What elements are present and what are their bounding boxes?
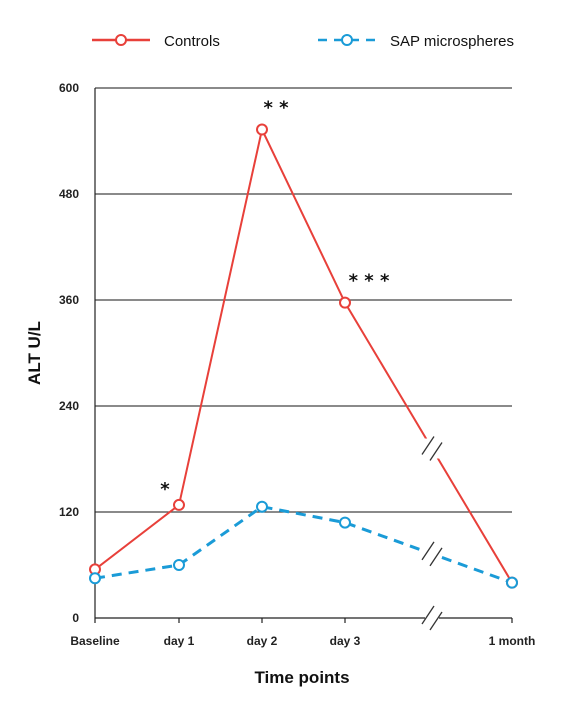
- x-tick-labels: Baseline day 1 day 2 day 3 1 month: [70, 618, 535, 648]
- x-tick-label: day 3: [330, 634, 361, 648]
- significance-mark: * * *: [349, 271, 390, 292]
- series-line-sap-microspheres: [94, 505, 513, 585]
- line-break-controls-gap: [425, 438, 439, 459]
- line-break-sap-stroke: [421, 541, 435, 561]
- legend-controls-label: Controls: [164, 33, 220, 50]
- data-point-sap-microspheres: [173, 559, 185, 571]
- data-point-controls: [256, 123, 268, 136]
- y-axis-title: ALT U/L: [25, 321, 44, 385]
- x-axis-break-gap: [425, 608, 439, 628]
- data-point-sap-microspheres: [256, 500, 268, 513]
- data-point-sap-microspheres: [89, 572, 101, 585]
- x-tick-label: 1 month: [489, 634, 536, 648]
- legend-item-sap-microspheres: SAP microspheres: [318, 33, 514, 50]
- legend: Controls SAP microspheres: [92, 33, 514, 50]
- x-tick-label: day 2: [247, 634, 278, 648]
- y-tick-0: 0: [72, 611, 79, 625]
- axis-break-marks: [421, 436, 443, 631]
- line-break-controls-stroke: [421, 436, 435, 455]
- line-break-controls-stroke: [429, 442, 443, 461]
- data-point-controls: [173, 498, 185, 511]
- significance-annotations: * * * * * *: [160, 98, 390, 500]
- y-tick-labels: 0 120 240 360 480 600: [59, 81, 79, 625]
- y-tick-120: 120: [59, 505, 79, 519]
- legend-controls-marker: [115, 34, 127, 46]
- x-tick-label: Baseline: [70, 634, 120, 648]
- x-axis-break-stroke: [429, 611, 443, 631]
- line-break-sap-stroke: [429, 547, 443, 567]
- y-tick-240: 240: [59, 399, 79, 413]
- x-tick-label: day 1: [164, 634, 195, 648]
- series-markers: [89, 123, 518, 589]
- x-axis-break-stroke: [421, 605, 435, 625]
- significance-mark: * *: [263, 98, 289, 119]
- data-point-sap-microspheres: [339, 516, 351, 529]
- series-lines: [94, 126, 513, 585]
- y-tick-480: 480: [59, 187, 79, 201]
- data-point-sap-microspheres: [506, 576, 518, 589]
- gridlines: [95, 87, 512, 513]
- legend-sap-marker: [341, 34, 353, 46]
- legend-sap-label: SAP microspheres: [390, 33, 514, 50]
- y-tick-600: 600: [59, 81, 79, 95]
- legend-item-controls: Controls: [92, 33, 220, 50]
- data-point-controls: [339, 296, 351, 309]
- line-break-sap-gap: [425, 543, 439, 564]
- significance-mark: *: [160, 479, 170, 500]
- x-axis-title: Time points: [254, 668, 349, 687]
- y-tick-360: 360: [59, 293, 79, 307]
